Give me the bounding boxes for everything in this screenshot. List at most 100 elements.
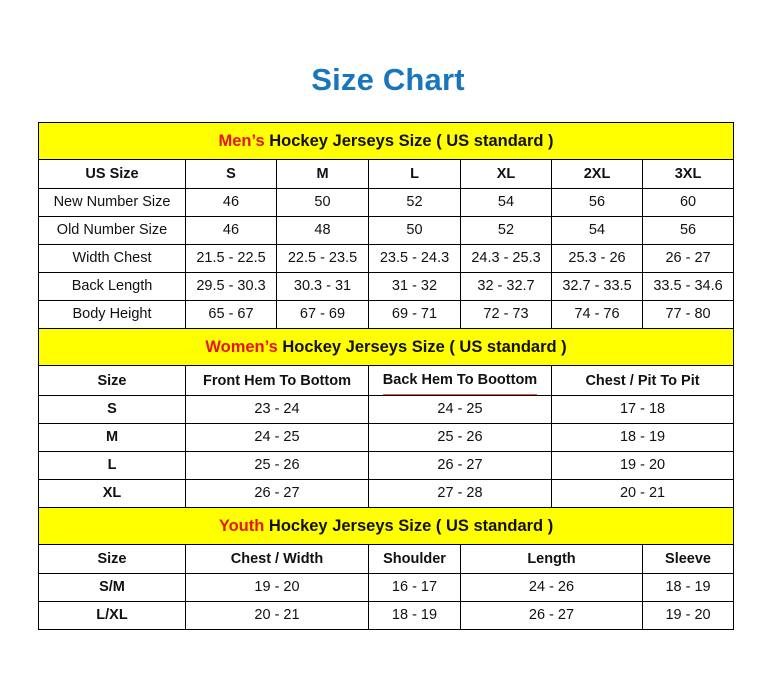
mens-row-label-width-chest: Width Chest (38, 244, 186, 273)
youth-header-length: Length (460, 544, 643, 574)
womens-cell: 24 - 25 (368, 395, 552, 424)
youth-header-size: Size (38, 544, 186, 574)
mens-cell: 50 (276, 188, 369, 217)
mens-cell: 29.5 - 30.3 (185, 272, 277, 301)
womens-banner-rest: Hockey Jerseys Size ( US standard ) (277, 338, 567, 356)
womens-banner-accent: Women’s (205, 338, 278, 356)
youth-cell: 26 - 27 (460, 601, 643, 630)
mens-cell: 23.5 - 24.3 (368, 244, 461, 273)
mens-cell: 31 - 32 (368, 272, 461, 301)
womens-cell: 17 - 18 (550, 395, 735, 424)
youth-header-sleeve: Sleeve (641, 544, 735, 574)
mens-header-s: S (185, 159, 277, 189)
mens-header-xl: XL (460, 159, 552, 189)
mens-cell: 74 - 76 (551, 300, 643, 329)
youth-cell: 19 - 20 (641, 601, 735, 630)
mens-banner-accent: Men’s (218, 132, 265, 150)
mens-cell: 54 (551, 216, 643, 245)
mens-row-label-old-number-size: Old Number Size (38, 216, 186, 245)
youth-banner-accent: Youth (218, 517, 265, 535)
youth-row-label-sm: S/M (38, 573, 186, 602)
youth-header-row: Size Chest / Width Shoulder Length Sleev… (38, 544, 735, 574)
womens-header-size: Size (38, 365, 186, 396)
womens-cell: 18 - 19 (550, 423, 735, 452)
womens-header-front-hem-to-bottom: Front Hem To Bottom (185, 365, 369, 396)
womens-section-banner: Women’s Hockey Jerseys Size ( US standar… (37, 328, 735, 366)
youth-cell: 20 - 21 (185, 601, 369, 630)
mens-cell: 24.3 - 25.3 (460, 244, 552, 273)
womens-header-row: Size Front Hem To Bottom Back Hem To Boo… (38, 365, 735, 396)
womens-row-label-l: L (38, 451, 186, 480)
mens-cell: 54 (460, 188, 552, 217)
womens-section-banner-row: Women’s Hockey Jerseys Size ( US standar… (37, 328, 735, 366)
youth-section-banner-row: Youth Hockey Jerseys Size ( US standard … (37, 507, 735, 545)
page-title-wrapper: Size Chart (0, 62, 776, 98)
mens-cell: 25.3 - 26 (551, 244, 643, 273)
mens-cell: 46 (185, 188, 277, 217)
mens-header-us-size: US Size (38, 159, 186, 189)
womens-header-chest-pit-to-pit: Chest / Pit To Pit (550, 365, 735, 396)
womens-row-label-xl: XL (38, 479, 186, 508)
youth-cell: 24 - 26 (460, 573, 643, 602)
mens-header-l: L (368, 159, 461, 189)
womens-cell: 25 - 26 (185, 451, 369, 480)
mens-cell: 48 (276, 216, 369, 245)
womens-cell: 27 - 28 (368, 479, 552, 508)
mens-cell: 32 - 32.7 (460, 272, 552, 301)
mens-cell: 77 - 80 (641, 300, 735, 329)
womens-cell: 26 - 27 (185, 479, 369, 508)
womens-cell: 24 - 25 (185, 423, 369, 452)
womens-header-back-hem-to-bottom: Back Hem To Boottom (368, 365, 552, 396)
womens-row-label-s: S (38, 395, 186, 424)
table-row: New Number Size 46 50 52 54 56 60 (38, 188, 735, 217)
youth-header-shoulder: Shoulder (368, 544, 461, 574)
youth-row-label-lxl: L/XL (38, 601, 186, 630)
youth-section-banner: Youth Hockey Jerseys Size ( US standard … (37, 507, 735, 545)
womens-row-label-m: M (38, 423, 186, 452)
womens-cell: 19 - 20 (550, 451, 735, 480)
size-chart-table: Men’s Hockey Jerseys Size ( US standard … (37, 122, 735, 630)
mens-cell: 22.5 - 23.5 (276, 244, 369, 273)
mens-cell: 52 (368, 188, 461, 217)
mens-section-banner: Men’s Hockey Jerseys Size ( US standard … (37, 122, 735, 160)
mens-cell: 67 - 69 (276, 300, 369, 329)
mens-header-3xl: 3XL (641, 159, 735, 189)
youth-cell: 18 - 19 (368, 601, 461, 630)
mens-cell: 33.5 - 34.6 (641, 272, 735, 301)
mens-cell: 56 (551, 188, 643, 217)
mens-banner-rest: Hockey Jerseys Size ( US standard ) (264, 132, 554, 150)
mens-row-label-body-height: Body Height (38, 300, 186, 329)
youth-cell: 16 - 17 (368, 573, 461, 602)
youth-cell: 19 - 20 (185, 573, 369, 602)
mens-cell: 52 (460, 216, 552, 245)
mens-cell: 46 (185, 216, 277, 245)
mens-cell: 30.3 - 31 (276, 272, 369, 301)
table-row: XL 26 - 27 27 - 28 20 - 21 (38, 479, 735, 508)
table-row: Width Chest 21.5 - 22.5 22.5 - 23.5 23.5… (38, 244, 735, 273)
mens-cell: 26 - 27 (641, 244, 735, 273)
mens-header-row: US Size S M L XL 2XL 3XL (38, 159, 735, 189)
mens-cell: 50 (368, 216, 461, 245)
womens-cell: 23 - 24 (185, 395, 369, 424)
mens-section-banner-row: Men’s Hockey Jerseys Size ( US standard … (37, 122, 735, 160)
table-row: M 24 - 25 25 - 26 18 - 19 (38, 423, 735, 452)
womens-cell: 20 - 21 (550, 479, 735, 508)
mens-row-label-new-number-size: New Number Size (38, 188, 186, 217)
mens-cell: 65 - 67 (185, 300, 277, 329)
womens-cell: 25 - 26 (368, 423, 552, 452)
mens-cell: 21.5 - 22.5 (185, 244, 277, 273)
table-row: L/XL 20 - 21 18 - 19 26 - 27 19 - 20 (38, 601, 735, 630)
table-row: S/M 19 - 20 16 - 17 24 - 26 18 - 19 (38, 573, 735, 602)
mens-cell: 32.7 - 33.5 (551, 272, 643, 301)
mens-header-2xl: 2XL (551, 159, 643, 189)
mens-cell: 69 - 71 (368, 300, 461, 329)
womens-header-back-hem-misspelled-text: Back Hem To Boottom (382, 367, 538, 395)
table-row: S 23 - 24 24 - 25 17 - 18 (38, 395, 735, 424)
table-row: Old Number Size 46 48 50 52 54 56 (38, 216, 735, 245)
mens-cell: 72 - 73 (460, 300, 552, 329)
womens-cell: 26 - 27 (368, 451, 552, 480)
youth-cell: 18 - 19 (641, 573, 735, 602)
mens-header-m: M (276, 159, 369, 189)
table-row: Back Length 29.5 - 30.3 30.3 - 31 31 - 3… (38, 272, 735, 301)
